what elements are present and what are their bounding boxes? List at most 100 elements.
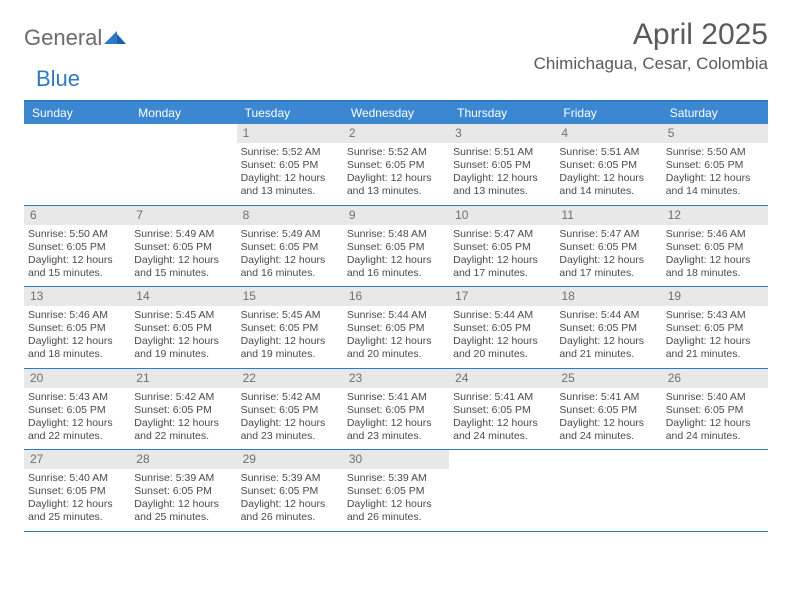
day-cell: 7 Sunrise: 5:49 AMSunset: 6:05 PMDaylight… <box>130 206 236 287</box>
sunset-text: Sunset: 6:05 PM <box>559 241 657 254</box>
daylight-text-1: Daylight: 12 hours <box>347 498 445 511</box>
daylight-text-2: and 14 minutes. <box>559 185 657 198</box>
day-number: 6 <box>24 206 130 225</box>
day-number: 11 <box>555 206 661 225</box>
day-number: 1 <box>237 124 343 143</box>
sunset-text: Sunset: 6:05 PM <box>453 404 551 417</box>
daylight-text-2: and 13 minutes. <box>453 185 551 198</box>
day-number: 4 <box>555 124 661 143</box>
day-cell: 20Sunrise: 5:43 AMSunset: 6:05 PMDayligh… <box>24 369 130 450</box>
week-row: 20Sunrise: 5:43 AMSunset: 6:05 PMDayligh… <box>24 369 768 451</box>
day-number: 23 <box>343 369 449 388</box>
day-cell: 25Sunrise: 5:41 AMSunset: 6:05 PMDayligh… <box>555 369 661 450</box>
sunset-text: Sunset: 6:05 PM <box>134 322 232 335</box>
sunrise-text: Sunrise: 5:49 AM <box>241 228 339 241</box>
daylight-text-2: and 16 minutes. <box>241 267 339 280</box>
day-number: 22 <box>237 369 343 388</box>
day-cell: 21Sunrise: 5:42 AMSunset: 6:05 PMDayligh… <box>130 369 236 450</box>
day-number: 3 <box>449 124 555 143</box>
sunrise-text: Sunrise: 5:47 AM <box>453 228 551 241</box>
day-number <box>555 450 661 469</box>
sunset-text: Sunset: 6:05 PM <box>134 485 232 498</box>
daylight-text-2: and 19 minutes. <box>241 348 339 361</box>
day-header: Sunday <box>24 102 130 124</box>
sunrise-text: Sunrise: 5:41 AM <box>347 391 445 404</box>
daylight-text-1: Daylight: 12 hours <box>453 254 551 267</box>
sunrise-text: Sunrise: 5:49 AM <box>134 228 232 241</box>
weeks-container: 1Sunrise: 5:52 AMSunset: 6:05 PMDaylight… <box>24 124 768 532</box>
day-number: 16 <box>343 287 449 306</box>
sunrise-text: Sunrise: 5:52 AM <box>241 146 339 159</box>
day-cell: 24Sunrise: 5:41 AMSunset: 6:05 PMDayligh… <box>449 369 555 450</box>
day-header: Tuesday <box>237 102 343 124</box>
day-number: 19 <box>662 287 768 306</box>
sunrise-text: Sunrise: 5:43 AM <box>666 309 764 322</box>
daylight-text-2: and 23 minutes. <box>241 430 339 443</box>
day-cell: 23 Sunrise: 5:41 AMSunset: 6:05 PMDayligh… <box>343 369 449 450</box>
sunset-text: Sunset: 6:05 PM <box>241 322 339 335</box>
page: General April 2025 Chimichagua, Cesar, C… <box>0 0 792 532</box>
day-number: 14 <box>130 287 236 306</box>
week-row: 1Sunrise: 5:52 AMSunset: 6:05 PMDaylight… <box>24 124 768 206</box>
daylight-text-1: Daylight: 12 hours <box>453 172 551 185</box>
daylight-text-2: and 13 minutes. <box>347 185 445 198</box>
daylight-text-2: and 17 minutes. <box>453 267 551 280</box>
sunset-text: Sunset: 6:05 PM <box>28 404 126 417</box>
sunrise-text: Sunrise: 5:39 AM <box>134 472 232 485</box>
day-cell: 6Sunrise: 5:50 AMSunset: 6:05 PMDaylight… <box>24 206 130 287</box>
day-number: 29 <box>237 450 343 469</box>
daylight-text-1: Daylight: 12 hours <box>559 335 657 348</box>
daylight-text-1: Daylight: 12 hours <box>134 498 232 511</box>
sunset-text: Sunset: 6:05 PM <box>347 404 445 417</box>
logo-line2: General <box>24 50 768 76</box>
daylight-text-2: and 13 minutes. <box>241 185 339 198</box>
daylight-text-1: Daylight: 12 hours <box>347 172 445 185</box>
daylight-text-1: Daylight: 12 hours <box>347 335 445 348</box>
day-number: 26 <box>662 369 768 388</box>
sunset-text: Sunset: 6:05 PM <box>241 485 339 498</box>
daylight-text-2: and 22 minutes. <box>28 430 126 443</box>
logo-text-1: General <box>24 25 102 51</box>
day-cell: 19Sunrise: 5:43 AMSunset: 6:05 PMDayligh… <box>662 287 768 368</box>
daylight-text-2: and 18 minutes. <box>666 267 764 280</box>
daylight-text-2: and 24 minutes. <box>559 430 657 443</box>
day-cell: 5Sunrise: 5:50 AMSunset: 6:05 PMDaylight… <box>662 124 768 205</box>
sunrise-text: Sunrise: 5:50 AM <box>666 146 764 159</box>
day-cell: 27Sunrise: 5:40 AMSunset: 6:05 PMDayligh… <box>24 450 130 531</box>
day-number <box>130 124 236 143</box>
sunrise-text: Sunrise: 5:51 AM <box>559 146 657 159</box>
sunset-text: Sunset: 6:05 PM <box>453 322 551 335</box>
day-number: 10 <box>449 206 555 225</box>
daylight-text-1: Daylight: 12 hours <box>559 172 657 185</box>
daylight-text-2: and 20 minutes. <box>453 348 551 361</box>
sunrise-text: Sunrise: 5:45 AM <box>134 309 232 322</box>
day-number <box>662 450 768 469</box>
day-number: 24 <box>449 369 555 388</box>
day-number: 25 <box>555 369 661 388</box>
sunset-text: Sunset: 6:05 PM <box>453 159 551 172</box>
daylight-text-1: Daylight: 12 hours <box>134 254 232 267</box>
daylight-text-1: Daylight: 12 hours <box>28 417 126 430</box>
daylight-text-2: and 26 minutes. <box>241 511 339 524</box>
week-row: 13Sunrise: 5:46 AMSunset: 6:05 PMDayligh… <box>24 287 768 369</box>
daylight-text-2: and 19 minutes. <box>134 348 232 361</box>
sunset-text: Sunset: 6:05 PM <box>559 404 657 417</box>
daylight-text-1: Daylight: 12 hours <box>559 417 657 430</box>
day-number: 2 <box>343 124 449 143</box>
daylight-text-2: and 20 minutes. <box>347 348 445 361</box>
day-cell: 14Sunrise: 5:45 AMSunset: 6:05 PMDayligh… <box>130 287 236 368</box>
daylight-text-2: and 26 minutes. <box>347 511 445 524</box>
sunset-text: Sunset: 6:05 PM <box>134 241 232 254</box>
sunrise-text: Sunrise: 5:43 AM <box>28 391 126 404</box>
day-header: Wednesday <box>343 102 449 124</box>
daylight-text-2: and 15 minutes. <box>28 267 126 280</box>
daylight-text-1: Daylight: 12 hours <box>666 172 764 185</box>
daylight-text-1: Daylight: 12 hours <box>347 417 445 430</box>
day-cell: 18Sunrise: 5:44 AMSunset: 6:05 PMDayligh… <box>555 287 661 368</box>
daylight-text-1: Daylight: 12 hours <box>28 335 126 348</box>
sunset-text: Sunset: 6:05 PM <box>666 404 764 417</box>
day-number: 7 <box>130 206 236 225</box>
sunset-text: Sunset: 6:05 PM <box>347 241 445 254</box>
day-cell: 26Sunrise: 5:40 AMSunset: 6:05 PMDayligh… <box>662 369 768 450</box>
sunrise-text: Sunrise: 5:44 AM <box>559 309 657 322</box>
